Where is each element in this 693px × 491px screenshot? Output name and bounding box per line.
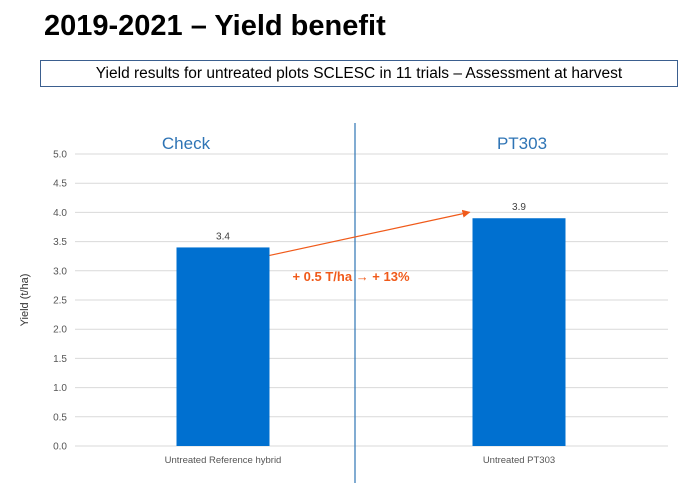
y-tick-label: 0.0 — [53, 442, 67, 453]
bar-pt303 — [472, 218, 566, 446]
y-tick-label: 2.0 — [53, 325, 67, 336]
category-label: Untreated PT303 — [483, 455, 555, 466]
bar-value-label: 3.4 — [216, 231, 230, 242]
y-tick-label: 1.0 — [53, 383, 67, 394]
subtitle-text: Yield results for untreated plots SCLESC… — [95, 64, 623, 82]
y-tick-label: 1.5 — [53, 354, 67, 365]
y-tick-label: 3.0 — [53, 266, 67, 277]
subtitle-box: Yield results for untreated plots SCLESC… — [40, 60, 678, 87]
y-axis-label: Yield (t/ha) — [19, 274, 31, 327]
y-tick-label: 4.0 — [53, 208, 67, 219]
bar-value-label: 3.9 — [512, 202, 526, 213]
y-tick-label: 0.5 — [53, 412, 67, 423]
category-label: Untreated Reference hybrid — [165, 455, 282, 466]
y-tick-label: 4.5 — [53, 179, 67, 190]
group-label-pt303: PT303 — [497, 134, 547, 153]
y-tick-label: 5.0 — [53, 150, 67, 161]
bar-reference-hybrid — [176, 247, 270, 446]
y-tick-label: 2.5 — [53, 296, 67, 307]
increase-annotation: + 0.5 T/ha → + 13% — [292, 269, 409, 284]
page-title: 2019-2021 – Yield benefit — [44, 10, 386, 42]
y-tick-label: 3.5 — [53, 237, 67, 248]
increase-arrow — [269, 209, 471, 257]
group-label-check: Check — [162, 134, 211, 153]
